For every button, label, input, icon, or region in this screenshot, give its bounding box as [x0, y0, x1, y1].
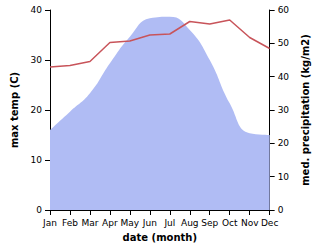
svg-text:60: 60	[278, 5, 290, 15]
svg-text:10: 10	[31, 155, 43, 165]
svg-text:May: May	[121, 218, 140, 228]
svg-text:30: 30	[31, 55, 43, 65]
svg-text:Apr: Apr	[102, 218, 118, 228]
svg-text:Jul: Jul	[163, 218, 175, 228]
svg-text:Mar: Mar	[81, 218, 98, 228]
svg-text:Oct: Oct	[222, 218, 238, 228]
svg-text:0: 0	[36, 205, 42, 215]
svg-text:30: 30	[278, 105, 290, 115]
svg-text:40: 40	[31, 5, 43, 15]
svg-text:Dec: Dec	[261, 218, 278, 228]
svg-text:40: 40	[278, 72, 290, 82]
svg-text:50: 50	[278, 38, 290, 48]
svg-text:max temp (C): max temp (C)	[9, 72, 20, 148]
svg-text:20: 20	[31, 105, 43, 115]
svg-text:20: 20	[278, 138, 290, 148]
svg-text:med. precipitation (kg/m2): med. precipitation (kg/m2)	[300, 34, 311, 186]
svg-text:0: 0	[278, 205, 284, 215]
svg-text:Feb: Feb	[62, 218, 78, 228]
svg-text:Aug: Aug	[181, 218, 199, 228]
svg-text:date (month): date (month)	[123, 232, 197, 243]
svg-text:Jan: Jan	[42, 218, 57, 228]
svg-text:Nov: Nov	[241, 218, 259, 228]
svg-text:10: 10	[278, 172, 290, 182]
svg-text:Jun: Jun	[142, 218, 157, 228]
svg-text:Sep: Sep	[201, 218, 218, 228]
